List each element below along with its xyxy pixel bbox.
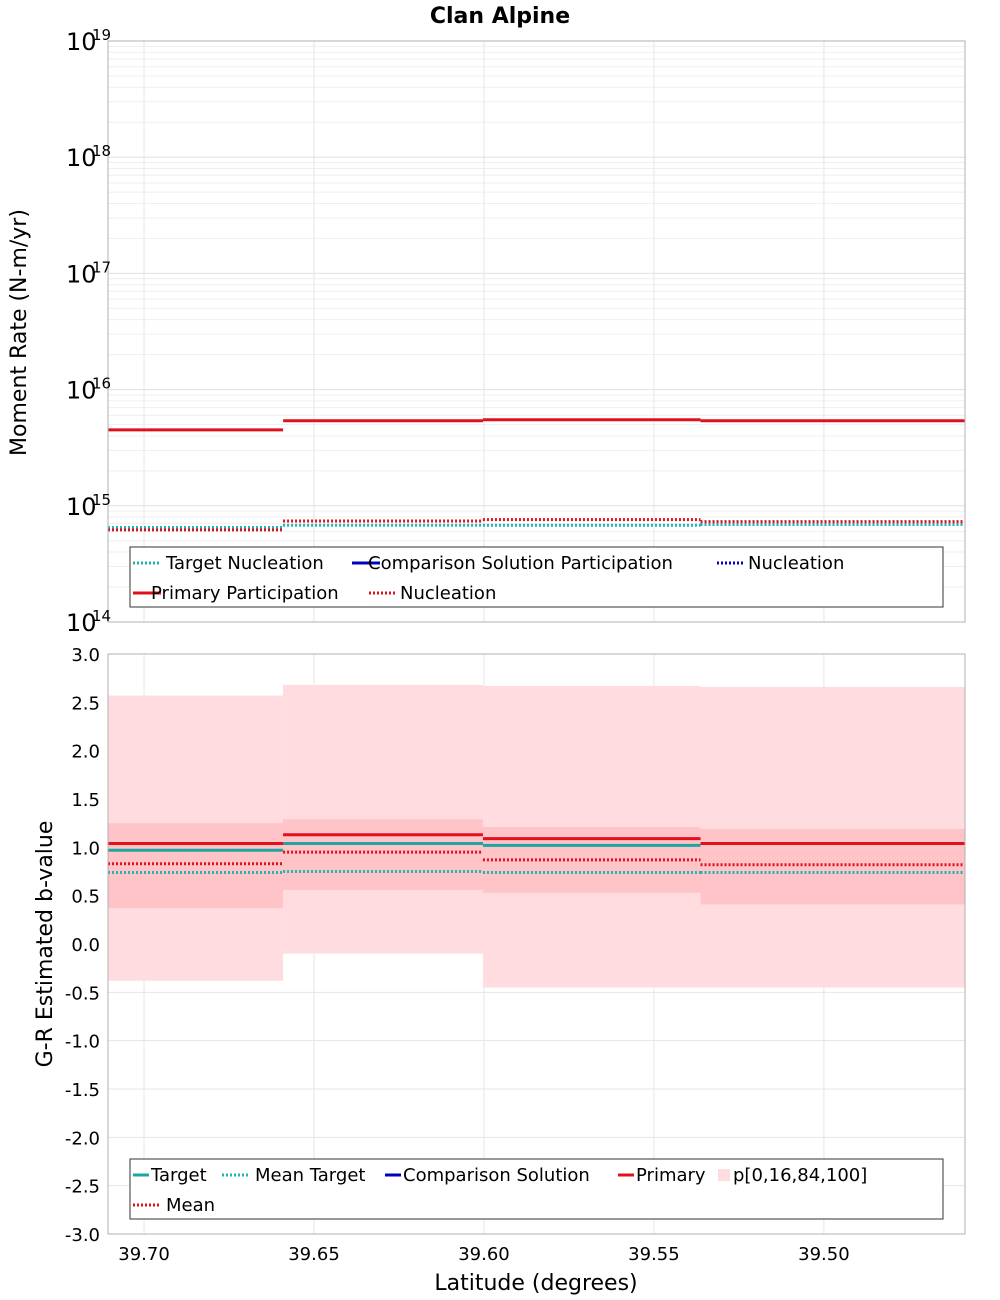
- y-tick-label: -2.5: [65, 1177, 100, 1198]
- y-tick-label: 1.0: [71, 838, 100, 859]
- y-tick-exponent: 17: [92, 258, 111, 276]
- legend-box: [129, 1158, 944, 1220]
- legend-label: Target Nucleation: [165, 553, 324, 574]
- legend-label: Nucleation: [748, 553, 844, 574]
- b-value-panel: 3.0 2.5 2.0 1.5 1.0 0.5 0.0 -0.5 -1.0 -1.5 -2.0 -2.…: [33, 645, 966, 1265]
- plot-frame: [107, 40, 966, 623]
- x-tick-label: 39.70: [118, 1244, 170, 1265]
- x-tick-label: 39.60: [458, 1244, 510, 1265]
- y-tick-label: 10: [66, 144, 97, 172]
- legend-label: p[0,16,84,100]: [733, 1165, 867, 1186]
- x-tick-label: 39.50: [798, 1244, 850, 1265]
- legend-label: Comparison Solution: [403, 1165, 590, 1186]
- y-tick-exponent: 14: [92, 607, 111, 625]
- y-tick-exponent: 18: [92, 142, 111, 160]
- y-tick-label: 0.5: [71, 887, 100, 908]
- legend-label: Target: [150, 1165, 207, 1186]
- y-tick-label: -2.0: [65, 1128, 100, 1149]
- legend-label: Mean: [166, 1195, 215, 1216]
- x-axis-label: Latitude (degrees): [434, 1271, 637, 1296]
- y-tick-label: 1.5: [71, 790, 100, 811]
- y-tick-label: 10: [66, 493, 97, 521]
- legend-label: Nucleation: [400, 583, 496, 604]
- y-tick-label: 2.5: [71, 693, 100, 714]
- legend-label: Primary: [636, 1165, 706, 1186]
- legend-label: Comparison Solution Participation: [368, 553, 673, 574]
- band-inner: [700, 828, 965, 905]
- y-tick-label: -3.0: [65, 1225, 100, 1246]
- plot-frame: [107, 653, 966, 1235]
- y-tick-exponent: 16: [92, 375, 111, 393]
- y-tick-label: 10: [66, 28, 97, 56]
- y-tick-label: 10: [66, 260, 97, 288]
- y-tick-label: -1.5: [65, 1080, 100, 1101]
- y-tick-exponent: 19: [92, 26, 111, 44]
- legend-box: [129, 546, 944, 608]
- y-axis-label: G-R Estimated b-value: [33, 821, 58, 1068]
- y-tick-label: 2.0: [71, 742, 100, 763]
- legend-label: Mean Target: [255, 1165, 365, 1186]
- band-inner: [108, 823, 284, 909]
- y-tick-label: 10: [66, 609, 97, 637]
- x-tick-label: 39.55: [628, 1244, 680, 1265]
- y-tick-label: 3.0: [71, 645, 100, 666]
- y-tick-label: -1.0: [65, 1032, 100, 1053]
- band-inner: [283, 819, 483, 890]
- y-tick-label: 10: [66, 377, 97, 405]
- legend-swatch: [718, 1169, 730, 1181]
- chart-title: Clan Alpine: [430, 4, 570, 29]
- y-tick-label: 0.0: [71, 935, 100, 956]
- x-tick-label: 39.65: [288, 1244, 340, 1265]
- plot-background: [108, 41, 965, 622]
- y-axis-label: Moment Rate (N-m/yr): [7, 209, 32, 456]
- y-tick-label: -0.5: [65, 983, 100, 1004]
- legend-label: Primary Participation: [151, 583, 339, 604]
- y-tick-exponent: 15: [92, 491, 111, 509]
